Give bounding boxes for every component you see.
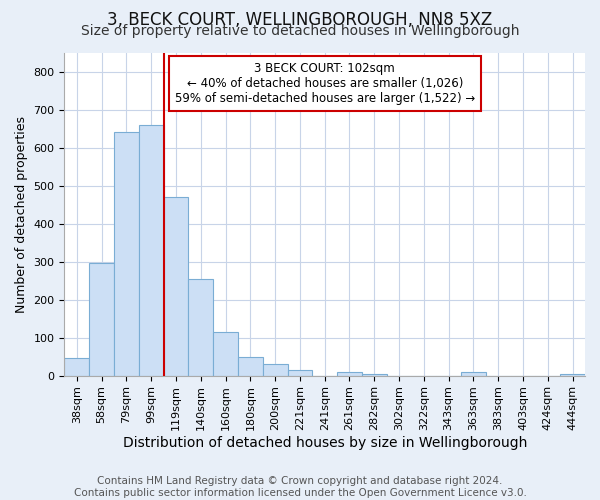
- X-axis label: Distribution of detached houses by size in Wellingborough: Distribution of detached houses by size …: [122, 436, 527, 450]
- Bar: [89, 264, 114, 376]
- Bar: [362, 374, 386, 376]
- Bar: [188, 278, 213, 376]
- Text: Size of property relative to detached houses in Wellingborough: Size of property relative to detached ho…: [81, 24, 519, 38]
- Bar: [114, 132, 139, 376]
- Text: 3 BECK COURT: 102sqm
← 40% of detached houses are smaller (1,026)
59% of semi-de: 3 BECK COURT: 102sqm ← 40% of detached h…: [175, 62, 475, 105]
- Bar: [238, 356, 263, 376]
- Bar: [337, 372, 362, 376]
- Bar: [287, 370, 313, 376]
- Bar: [263, 364, 287, 376]
- Text: 3, BECK COURT, WELLINGBOROUGH, NN8 5XZ: 3, BECK COURT, WELLINGBOROUGH, NN8 5XZ: [107, 11, 493, 29]
- Bar: [64, 358, 89, 376]
- Y-axis label: Number of detached properties: Number of detached properties: [15, 116, 28, 312]
- Text: Contains HM Land Registry data © Crown copyright and database right 2024.
Contai: Contains HM Land Registry data © Crown c…: [74, 476, 526, 498]
- Bar: [461, 372, 486, 376]
- Bar: [213, 332, 238, 376]
- Bar: [139, 124, 164, 376]
- Bar: [164, 197, 188, 376]
- Bar: [560, 374, 585, 376]
